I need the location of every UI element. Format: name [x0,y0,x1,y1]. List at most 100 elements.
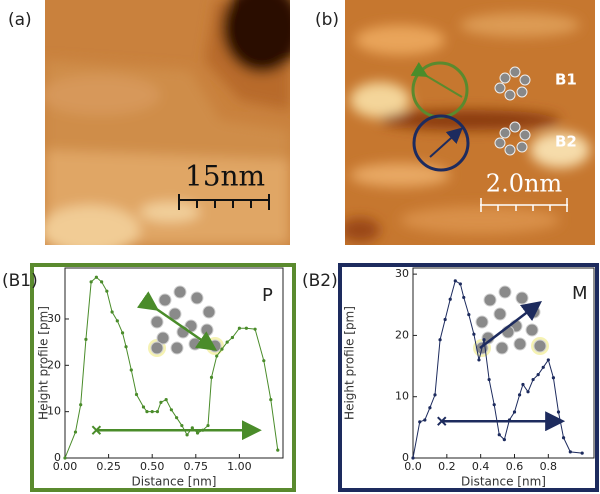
data-point [458,282,462,286]
x-axis-label: Distance [nm] [132,475,217,489]
data-point [129,368,133,372]
data-point [215,354,219,358]
y-tick-label: 30 [47,312,61,325]
data-point [411,456,415,460]
data-point [487,377,491,382]
data-point [556,410,561,414]
data-point [220,347,224,351]
start-marker [91,425,102,435]
data-point [145,410,149,414]
atom [525,323,539,337]
data-point [155,410,160,414]
panel-label: (b) [315,10,339,30]
data-point [180,423,184,428]
panel-frame [30,263,296,492]
panel-label: (a) [8,10,32,30]
y-axis-label: Height profile [pm] [37,306,51,420]
atom [475,315,489,329]
stm-image-a [45,0,290,245]
data-point [206,423,210,428]
panel-frame [338,263,599,492]
atom [498,285,512,299]
data-point [512,410,517,414]
data-point [124,345,128,349]
inset-arrow [479,300,542,349]
panel-label: (B2) [302,271,338,291]
x-tick-label: 0.8 [540,460,558,473]
atom [173,285,187,299]
data-point [462,295,466,300]
atom [150,315,164,329]
data-point [100,280,104,284]
data-point [209,375,214,379]
data-point [507,418,512,422]
chirality-label: P [262,285,273,306]
start-marker [437,416,447,426]
stm-image-b [345,0,595,245]
atom [483,293,497,307]
data-point [467,312,471,317]
data-point [141,405,146,409]
y-tick-label: 0 [402,451,409,464]
x-tick-label: 1.00 [227,460,252,473]
data-point [262,359,266,363]
data-point [105,289,109,293]
data-point [237,326,241,330]
atom [515,291,529,305]
data-point [225,340,229,344]
data-point [526,390,530,394]
data-point [443,317,447,322]
y-tick-label: 20 [47,358,61,371]
data-point [244,326,248,330]
data-point [79,403,83,407]
x-axis-label: Distance [nm] [461,475,546,489]
atom [158,293,172,307]
data-point [531,377,535,382]
data-point [551,376,556,380]
y-tick-label: 0 [54,451,61,464]
x-tick-label: 0.6 [506,460,524,473]
data-point [428,406,432,410]
x-tick-label: 0.4 [472,460,490,473]
atom [202,305,216,319]
data-point [269,398,273,402]
data-point [492,403,496,407]
data-point [110,310,114,314]
scale-bar [480,198,568,212]
data-point [84,337,88,341]
x-tick-label: 0.00 [53,460,78,473]
x-tick-label: 0.2 [438,460,456,473]
data-point [433,393,437,397]
data-point [477,358,481,362]
atom [170,341,184,355]
y-tick-label: 30 [395,267,409,280]
data-point [448,297,452,301]
data-point [502,438,506,442]
data-point [453,279,457,283]
atom [493,307,507,321]
y-axis-label: Height profile [pm] [343,306,357,420]
data-point [115,319,119,323]
atom [190,291,204,305]
data-point [546,358,550,362]
chirality-label: M [572,283,588,304]
atom [533,339,547,353]
y-tick-label: 10 [47,405,61,418]
data-point [517,393,522,397]
data-point [521,382,525,387]
y-tick-label: 10 [395,390,409,403]
data-point [497,433,501,437]
data-point [230,335,235,340]
scale-label: 15nm [185,160,265,193]
scale-label: 2.0nm [486,170,563,198]
data-point [73,430,78,434]
data-point [438,338,442,342]
atom [150,341,164,355]
data-point [159,400,163,404]
data-point [253,327,257,331]
data-point [195,431,200,435]
x-tick-label: 0.50 [140,460,165,473]
data-point [472,332,476,336]
data-point [536,373,540,377]
